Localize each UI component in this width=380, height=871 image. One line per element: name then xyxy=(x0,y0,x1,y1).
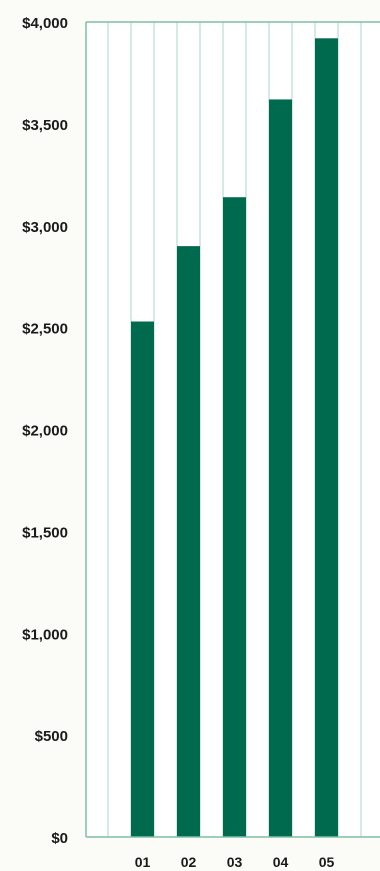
y-tick-label: $3,500 xyxy=(22,117,68,134)
y-tick-label: $4,000 xyxy=(22,15,68,32)
bar-02 xyxy=(177,246,200,837)
y-tick-label: $3,000 xyxy=(22,219,68,236)
bar-04 xyxy=(269,99,292,838)
axes xyxy=(85,21,380,838)
bar-03 xyxy=(223,197,246,838)
x-tick-label-04: 04 xyxy=(273,854,289,870)
y-axis-tick-labels: $0 $500 $1,000 $1,500 $2,000 $2,500 $3,000 $3,5… xyxy=(22,15,68,847)
y-tick-label: $0 xyxy=(51,830,68,847)
bar-05 xyxy=(315,38,338,838)
y-tick-label: $2,000 xyxy=(22,423,68,440)
y-tick-label: $500 xyxy=(35,728,68,745)
y-tick-label: $1,500 xyxy=(22,524,68,541)
y-tick-label: $1,000 xyxy=(22,626,68,643)
bar-01 xyxy=(131,321,154,837)
y-tick-label: $2,500 xyxy=(22,321,68,338)
x-tick-label-02: 02 xyxy=(181,854,197,870)
x-tick-label-01: 01 xyxy=(135,854,151,870)
x-axis-tick-labels: 01 02 03 04 05 xyxy=(135,854,335,870)
x-tick-label-05: 05 xyxy=(319,854,335,870)
x-tick-label-03: 03 xyxy=(227,854,243,870)
bars xyxy=(131,38,338,838)
